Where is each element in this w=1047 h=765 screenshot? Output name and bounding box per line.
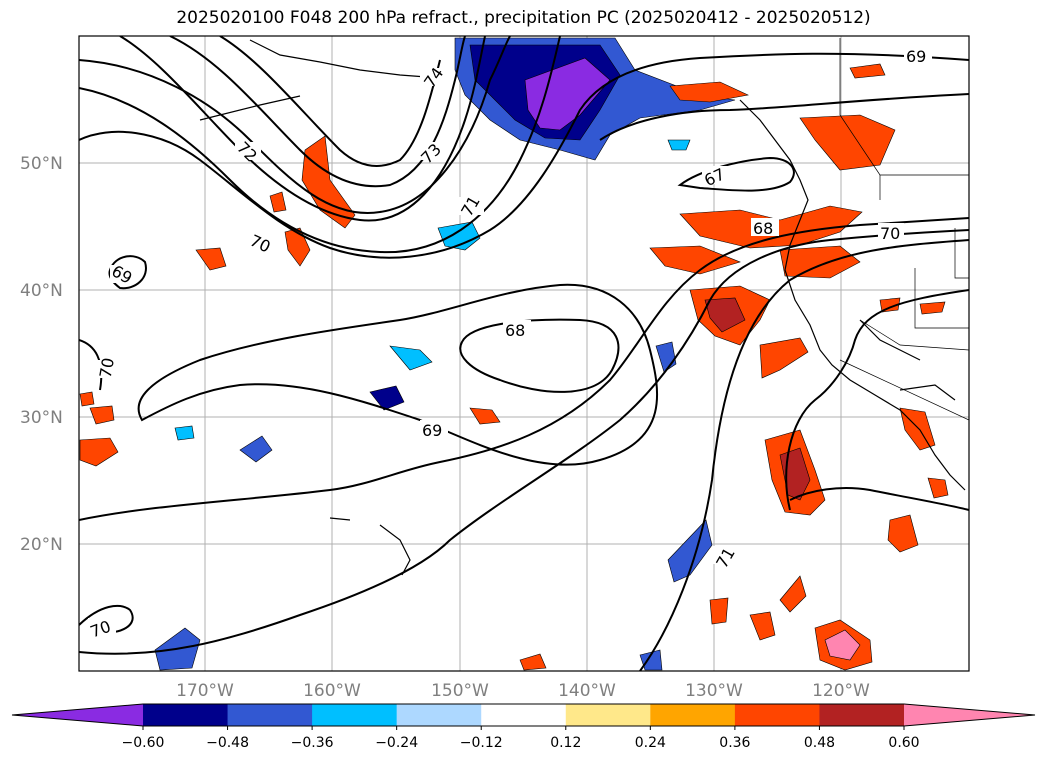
lon-label: 160°W (303, 681, 361, 701)
colorbar-segment (312, 704, 398, 726)
colorbar-tick-label: 0.36 (719, 735, 750, 751)
colorbar: −0.60 −0.48 −0.36 −0.24 −0.12 0.12 0.24 0.36 0.4… (11, 703, 1036, 751)
lon-label: 150°W (431, 681, 489, 701)
contour-line (137, 283, 658, 466)
contour-label: 70 (96, 356, 118, 379)
positive-precip-shading (79, 63, 949, 671)
colorbar-extend-min (12, 704, 143, 726)
height-contours (79, 36, 969, 671)
contour-line (79, 339, 103, 391)
lat-label: 20°N (20, 535, 63, 555)
alaska-coast (249, 39, 441, 79)
colorbar-segment (396, 704, 482, 726)
contour-line (79, 52, 969, 259)
longitude-labels: 170°W 160°W 150°W 140°W 130°W 120°W (176, 681, 870, 701)
colorbar-segment (565, 704, 651, 726)
contour-label: 68 (753, 219, 773, 238)
colorbar-tick-label: 0.48 (804, 735, 835, 751)
colorbar-tick-label: −0.12 (460, 735, 503, 751)
contour-line (789, 487, 969, 511)
contour-line (599, 93, 969, 141)
lon-label: 130°W (685, 681, 743, 701)
north-america-coast (739, 99, 966, 491)
contour-line (219, 36, 441, 167)
colorbar-segment (734, 704, 820, 726)
contour-line (169, 36, 466, 188)
colorbar-segment (819, 704, 905, 726)
lon-label: 140°W (558, 681, 616, 701)
contour-line (79, 36, 561, 254)
colorbar-segment (481, 704, 567, 726)
colorbar-tick-label: −0.48 (206, 735, 249, 751)
map-frame (78, 35, 970, 672)
baja-coast (859, 319, 956, 401)
hawaii-islands (329, 517, 411, 576)
contour-label: 70 (880, 224, 900, 243)
contour-line (79, 36, 511, 215)
lat-label: 30°N (20, 408, 63, 428)
contour-label: 69 (422, 421, 442, 440)
colorbar-tick-label: −0.60 (122, 735, 165, 751)
colorbar-segment (227, 704, 313, 726)
contour-line (119, 36, 486, 222)
colorbar-tick-label: 0.12 (550, 735, 581, 751)
colorbar-tick-label: −0.36 (291, 735, 334, 751)
negative-precip-shading (154, 37, 736, 671)
colorbar-segment (650, 704, 736, 726)
lon-label: 120°W (812, 681, 870, 701)
colorbar-segment (143, 704, 229, 726)
contour-line (79, 229, 969, 655)
contour-line (79, 217, 969, 521)
state-borders (839, 38, 969, 421)
map-title: 2025020100 F048 200 hPa refract., precip… (176, 8, 871, 28)
colorbar-tick-label: 0.24 (635, 735, 666, 751)
contour-line (785, 289, 969, 511)
lat-label: 40°N (20, 281, 63, 301)
latitude-labels: 50°N 40°N 30°N 20°N (20, 154, 63, 555)
colorbar-tick-label: 0.60 (888, 735, 919, 751)
contour-label: 69 (906, 47, 926, 66)
contour-line (79, 604, 134, 634)
lon-label: 170°W (176, 681, 234, 701)
contour-line (639, 239, 969, 671)
lat-label: 50°N (20, 154, 63, 174)
colorbar-extend-max (904, 704, 1035, 726)
colorbar-tick-label: −0.24 (375, 735, 418, 751)
contour-label: 68 (505, 321, 525, 340)
